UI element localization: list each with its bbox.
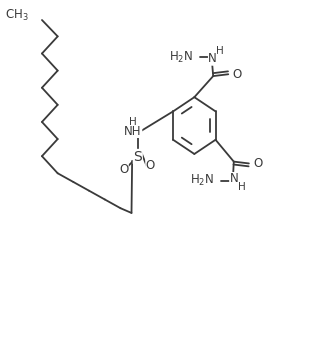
Text: N: N (208, 52, 217, 66)
Text: O: O (119, 163, 128, 176)
Text: H: H (129, 117, 137, 127)
Text: O: O (146, 159, 155, 172)
Text: H$_2$N: H$_2$N (190, 173, 215, 188)
Text: H: H (216, 46, 224, 56)
Text: H: H (237, 182, 245, 191)
Text: NH: NH (124, 124, 142, 138)
Text: O: O (253, 157, 262, 170)
Text: CH$_3$: CH$_3$ (5, 8, 28, 23)
Text: N: N (229, 172, 238, 185)
Text: H$_2$N: H$_2$N (169, 50, 193, 65)
Text: O: O (232, 68, 242, 81)
Text: S: S (133, 150, 142, 163)
